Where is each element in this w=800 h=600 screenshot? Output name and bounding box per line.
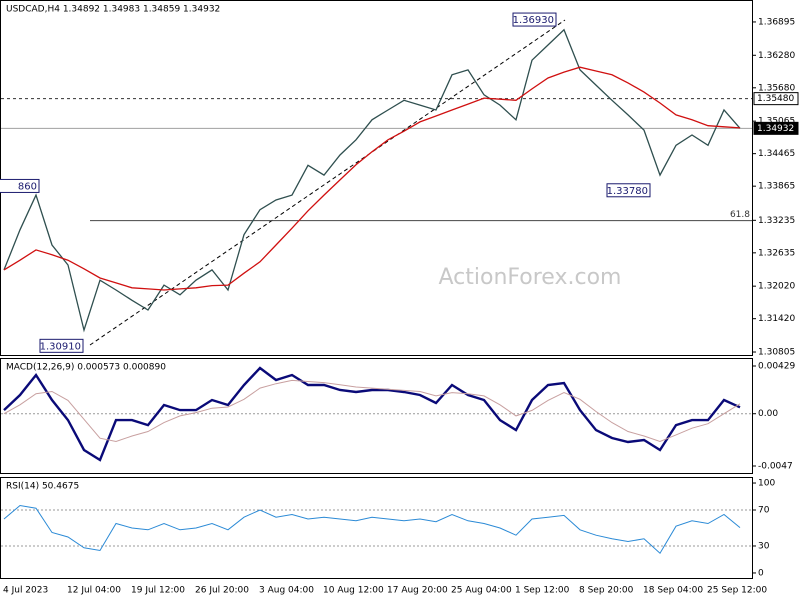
- price-annotation-box: [512, 12, 557, 27]
- y-tick-label: 70: [758, 506, 770, 516]
- y-tick-label: 1.32635: [758, 248, 795, 258]
- y-tick-label: 1.33865: [758, 182, 795, 192]
- price-annotation-box: [39, 338, 84, 353]
- y-tick-label: 0: [758, 568, 764, 578]
- x-tick-label: 10 Aug 12:00: [323, 586, 384, 596]
- y-tick-label: 1.36895: [758, 17, 795, 27]
- series-line: [3, 66, 741, 291]
- y-tick-label: 100: [758, 479, 775, 489]
- y-tick-label: 0.00429: [758, 362, 795, 372]
- y-tick-label: 1.33235: [758, 216, 795, 226]
- x-tick-label: 8 Sep 20:00: [579, 586, 634, 596]
- price-annotation: 1.30910: [40, 341, 81, 352]
- level-label-box: [753, 92, 799, 106]
- x-tick-label: 1 Sep 12:00: [515, 586, 570, 596]
- rsi-panel: [0, 477, 753, 579]
- trend-line: [89, 19, 566, 346]
- level-label-box: [753, 121, 799, 135]
- price-annotation: 1.36930: [513, 15, 554, 26]
- x-tick-label: 19 Jul 12:00: [131, 586, 185, 596]
- macd-panel: [0, 358, 753, 474]
- x-tick-label: 18 Sep 04:00: [643, 586, 703, 596]
- y-tick-label: 0.00: [758, 409, 778, 419]
- panel-title: USDCAD,H4 1.34892 1.34983 1.34859 1.3493…: [6, 5, 220, 15]
- series-line: [3, 504, 741, 554]
- watermark: ActionForex.com: [439, 265, 622, 290]
- price-annotation-box: [606, 183, 651, 198]
- y-tick-label: 1.32020: [758, 282, 795, 292]
- x-tick-label: 12 Jul 04:00: [67, 586, 121, 596]
- panel-title: RSI(14) 50.4675: [6, 482, 79, 492]
- price-annotation: 1.33780: [607, 186, 648, 197]
- level-label: 1.34932: [757, 124, 794, 134]
- series-line: [3, 366, 741, 462]
- price-panel: [0, 0, 753, 356]
- series-line: [3, 28, 741, 333]
- y-tick-label: 1.34465: [758, 149, 795, 159]
- y-tick-label: 1.31420: [758, 314, 795, 324]
- price-annotation-box: [0, 178, 40, 193]
- x-tick-label: 25 Sep 12:00: [707, 586, 767, 596]
- x-tick-label: 25 Aug 04:00: [451, 586, 512, 596]
- y-tick-label: 1.35680: [758, 83, 795, 93]
- x-tick-label: 4 Jul 2023: [3, 586, 48, 596]
- x-tick-label: 26 Jul 20:00: [195, 586, 249, 596]
- x-tick-label: 17 Aug 20:00: [387, 586, 448, 596]
- y-tick-label: 1.35065: [758, 117, 795, 127]
- y-tick-label: 1.36280: [758, 51, 795, 61]
- panel-title: MACD(12,26,9) 0.000573 0.000890: [6, 363, 166, 373]
- y-tick-label: 30: [758, 541, 770, 551]
- y-tick-label: -0.0047: [758, 461, 793, 471]
- fib-label: 61.8: [730, 210, 750, 220]
- y-tick-label: 1.30805: [758, 348, 795, 358]
- price-annotation: 860: [18, 181, 37, 192]
- x-tick-label: 3 Aug 04:00: [259, 586, 314, 596]
- series-line: [3, 379, 741, 443]
- level-label: 1.35480: [757, 94, 794, 104]
